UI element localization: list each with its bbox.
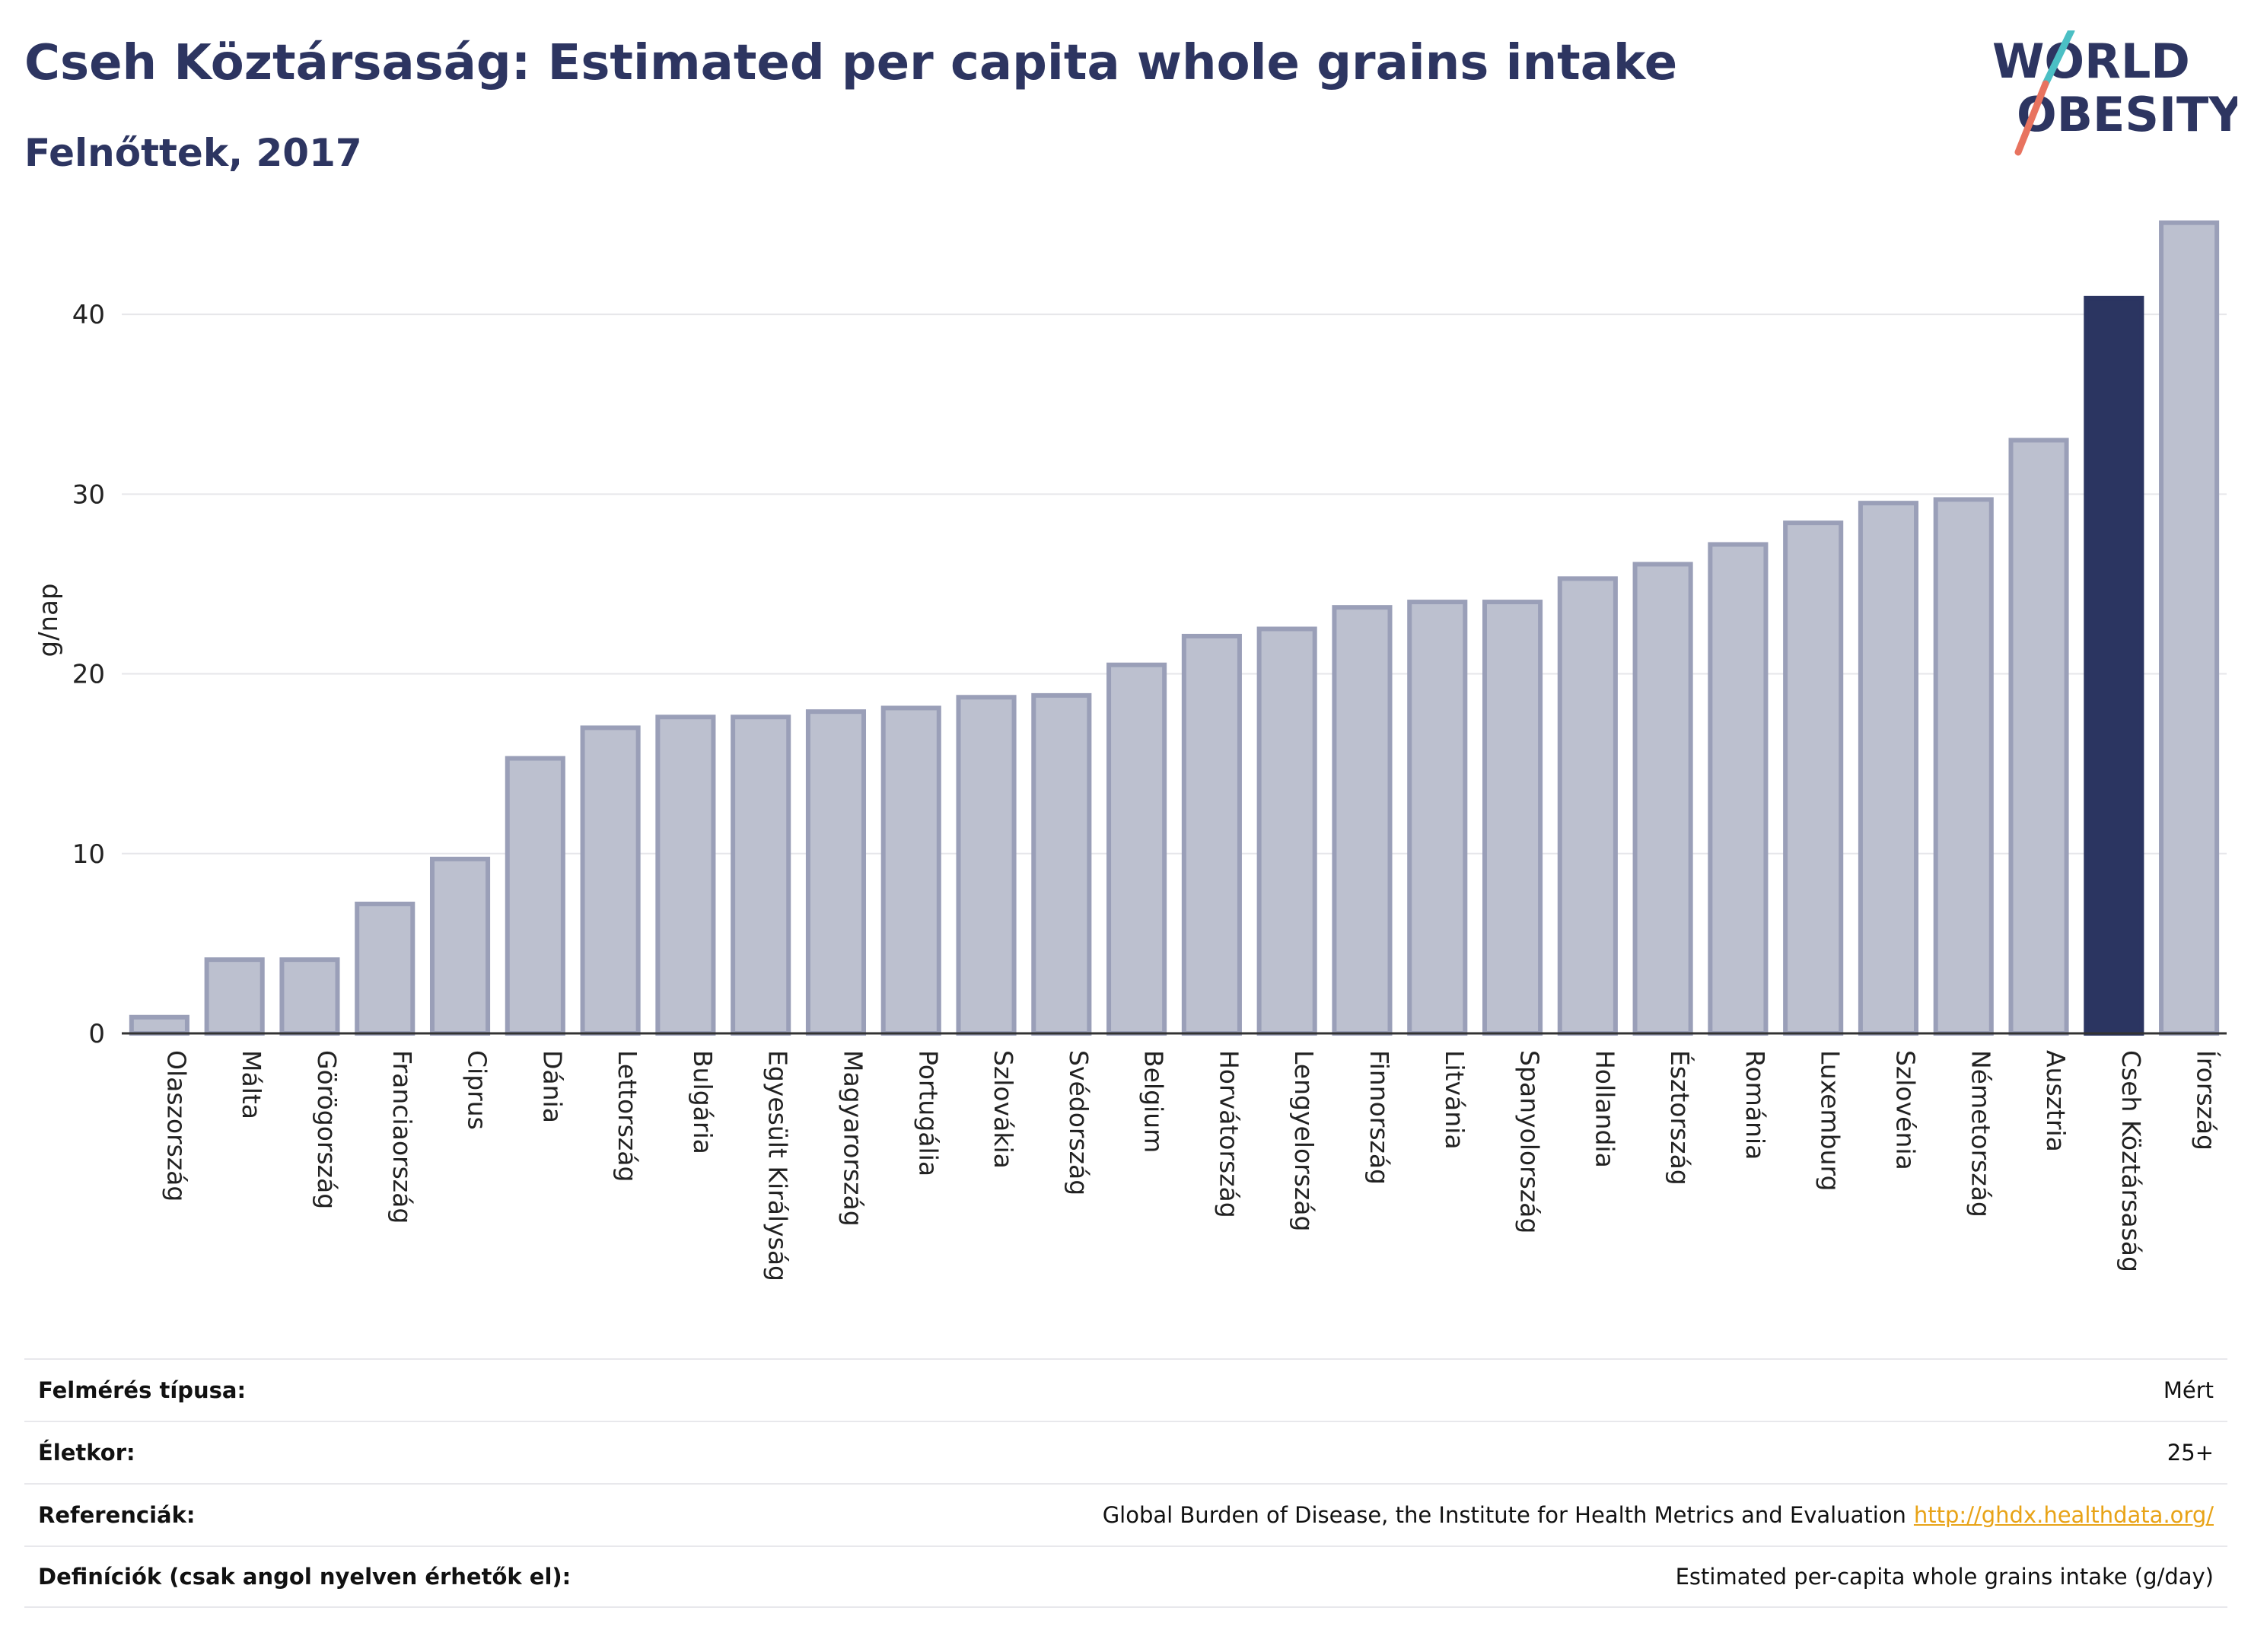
bar [2008, 438, 2069, 1036]
x-tick-label: Bulgária [688, 1050, 718, 1154]
bar [129, 1014, 189, 1036]
chart-subtitle: Felnőttek, 2017 [24, 131, 362, 175]
x-tick-label: Litvánia [1440, 1050, 1469, 1150]
bar [1632, 562, 1693, 1036]
x-tick-label: Románia [1740, 1050, 1770, 1160]
bar [1106, 662, 1167, 1036]
bar [1407, 600, 1468, 1036]
x-tick-label: Szlovénia [1890, 1050, 1920, 1170]
bar [1256, 626, 1317, 1036]
info-value-references: Global Burden of Disease, the Institute … [1103, 1502, 2214, 1528]
logo-slash-teal [2042, 30, 2075, 88]
info-row-age: Életkor: 25+ [24, 1421, 2227, 1483]
logo-slash-coral [2014, 80, 2049, 156]
bar [1332, 605, 1393, 1036]
x-tick-label: Spanyolország [1515, 1050, 1545, 1233]
info-value: Estimated per-capita whole grains intake… [1675, 1564, 2214, 1590]
x-tick-label: Észtország [1665, 1050, 1695, 1186]
x-tick-label: Dánia [537, 1050, 567, 1123]
x-tick-label: Málta [237, 1050, 266, 1119]
bar-chart: 0 10 20 30 40 Olaszország Málta Görögország Fra… [33, 220, 2227, 1281]
bar [355, 901, 415, 1036]
x-tick-label: Olaszország [161, 1050, 191, 1202]
x-tick-label: Németország [1966, 1050, 1995, 1218]
bar [1783, 520, 1844, 1036]
info-label: Referenciák: [38, 1502, 196, 1528]
y-tick-label: 40 [72, 300, 105, 330]
x-tick-label: Szlovákia [989, 1050, 1018, 1169]
bar [1557, 576, 1618, 1036]
logo-text-world: WORLD [1992, 33, 2190, 89]
reference-link[interactable]: http://ghdx.healthdata.org/ [1913, 1502, 2214, 1528]
x-tick-label: Luxemburg [1816, 1050, 1845, 1191]
bar [880, 705, 941, 1036]
bar [279, 957, 340, 1036]
info-row-definitions: Definíciók (csak angol nyelven érhetők e… [24, 1545, 2227, 1608]
x-tick-label: Lengyelország [1289, 1050, 1319, 1231]
x-tick-label: Hollandia [1590, 1050, 1619, 1168]
world-obesity-logo: WORLD OBESITY [1992, 30, 2237, 156]
x-tick-label: Horvátország [1214, 1050, 1243, 1218]
y-axis-ticks: 0 10 20 30 40 [72, 300, 105, 1049]
x-tick-label: Görögország [312, 1050, 342, 1209]
x-tick-label: Finnország [1364, 1050, 1394, 1185]
y-tick-label: 20 [72, 660, 105, 690]
info-label: Definíciók (csak angol nyelven érhetők e… [38, 1564, 572, 1590]
info-label: Felmérés típusa: [38, 1377, 247, 1403]
bar [1933, 497, 1994, 1036]
y-tick-label: 30 [72, 479, 105, 510]
x-tick-label: Magyarország [838, 1050, 868, 1227]
logo-text-obesity: OBESITY [2017, 87, 2237, 142]
x-tick-label: Lettország [613, 1050, 642, 1182]
info-value: Mért [2163, 1377, 2214, 1403]
x-tick-label: Egyesült Királyság [763, 1050, 793, 1281]
bar [1181, 633, 1242, 1036]
x-tick-label: Cseh Köztársaság [2116, 1050, 2146, 1272]
bar [805, 709, 867, 1036]
bar [429, 856, 491, 1036]
x-tick-label: Ciprus [463, 1050, 492, 1130]
bar [956, 695, 1017, 1036]
info-value: 25+ [2167, 1440, 2214, 1466]
x-tick-label: Írország [2192, 1050, 2222, 1151]
x-tick-label: Belgium [1139, 1050, 1169, 1153]
x-axis-labels: Olaszország Málta Görögország Franciaország… [161, 1050, 2221, 1281]
bar [505, 756, 565, 1036]
bar-highlighted [2084, 295, 2144, 1036]
bar [731, 715, 791, 1036]
chart-title: Cseh Köztársaság: Estimated per capita w… [24, 35, 1678, 91]
y-tick-label: 10 [72, 839, 105, 870]
bar [1482, 600, 1543, 1036]
bar [1031, 692, 1092, 1036]
x-tick-label: Svédország [1064, 1050, 1094, 1195]
x-tick-label: Franciaország [387, 1050, 417, 1224]
bar [580, 725, 641, 1036]
y-tick-label: 0 [88, 1019, 105, 1049]
bar [1708, 542, 1769, 1036]
bar [2159, 220, 2220, 1036]
x-tick-label: Portugália [913, 1050, 943, 1176]
info-row-references: Referenciák: Global Burden of Disease, t… [24, 1483, 2227, 1545]
bars [129, 220, 2220, 1036]
reference-text: Global Burden of Disease, the Institute … [1102, 1502, 1906, 1528]
bar [1858, 501, 1919, 1036]
y-axis-title: g/nap [33, 583, 64, 657]
bar [655, 715, 716, 1036]
info-label: Életkor: [38, 1440, 135, 1466]
x-tick-label: Ausztria [2041, 1050, 2071, 1152]
info-table: Felmérés típusa: Mért Életkor: 25+ Refer… [24, 1358, 2227, 1608]
info-row-survey-type: Felmérés típusa: Mért [24, 1358, 2227, 1421]
bar [204, 957, 265, 1036]
